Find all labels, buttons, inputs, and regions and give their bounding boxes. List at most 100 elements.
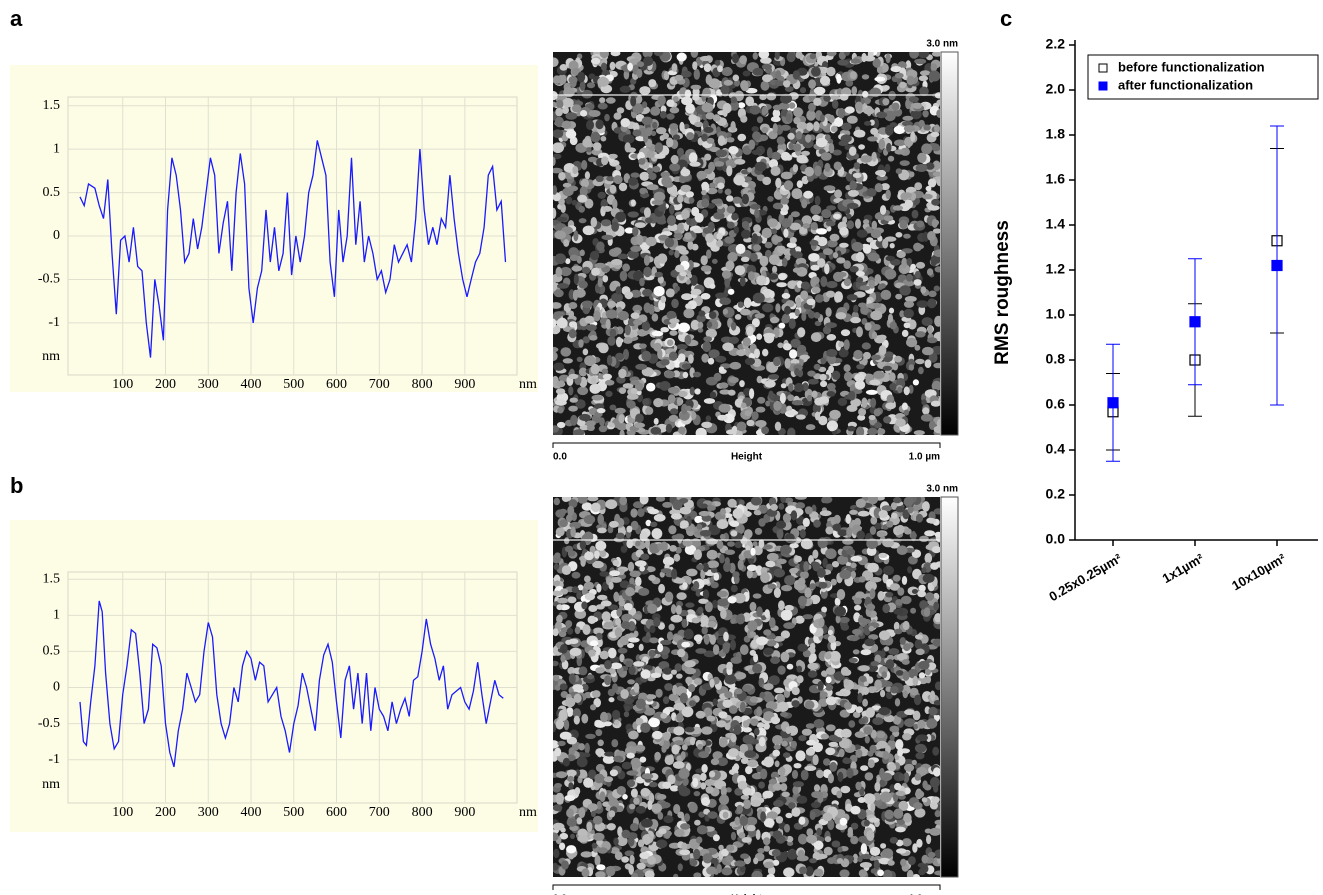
grain xyxy=(627,211,639,218)
grain xyxy=(702,562,709,573)
grain xyxy=(643,255,650,266)
grain xyxy=(880,183,890,191)
grain xyxy=(565,258,571,265)
grain xyxy=(849,180,857,191)
grain xyxy=(756,722,765,729)
grain xyxy=(900,595,912,605)
grain xyxy=(648,781,658,788)
grain xyxy=(934,849,940,858)
grain xyxy=(584,198,594,209)
grain xyxy=(745,767,753,774)
grain xyxy=(784,358,791,369)
grain xyxy=(671,744,680,755)
grain xyxy=(750,203,761,210)
grain xyxy=(618,182,628,192)
grain xyxy=(719,297,731,305)
grain xyxy=(553,142,564,153)
grain xyxy=(628,177,638,186)
grain xyxy=(627,250,639,259)
grain xyxy=(762,74,773,83)
grain xyxy=(670,190,679,197)
grain xyxy=(632,103,644,114)
grain xyxy=(574,609,587,619)
grain xyxy=(820,75,831,86)
grain xyxy=(894,355,903,363)
grain xyxy=(660,639,672,646)
grain xyxy=(643,302,652,314)
grain xyxy=(895,506,905,513)
grain xyxy=(799,354,810,360)
grain xyxy=(828,142,835,154)
grain xyxy=(773,636,785,642)
grain xyxy=(582,624,591,635)
grain xyxy=(725,855,734,863)
afm-image xyxy=(553,497,940,877)
x-tick-label: 700 xyxy=(369,377,390,392)
grain xyxy=(554,552,561,559)
grain xyxy=(673,553,681,562)
grain xyxy=(866,538,878,550)
grain xyxy=(568,405,578,412)
grain xyxy=(727,389,736,396)
grain xyxy=(613,755,624,763)
grain xyxy=(586,324,597,332)
grain xyxy=(639,343,647,349)
grain xyxy=(709,283,716,289)
grain xyxy=(797,849,805,861)
grain xyxy=(616,608,623,617)
grain xyxy=(877,428,886,435)
grain xyxy=(611,221,619,232)
grain xyxy=(932,228,940,234)
grain xyxy=(555,99,564,109)
grain xyxy=(839,817,848,826)
grain xyxy=(624,850,635,857)
grain xyxy=(929,777,940,788)
grain xyxy=(781,292,791,299)
grain xyxy=(889,243,895,249)
grain xyxy=(795,502,806,509)
grain xyxy=(869,846,881,857)
grain xyxy=(760,811,766,822)
grain xyxy=(868,634,879,640)
grain xyxy=(559,683,568,691)
grain xyxy=(568,247,579,258)
grain xyxy=(702,589,710,600)
grain xyxy=(880,689,886,698)
grain xyxy=(721,270,732,279)
grain xyxy=(852,628,862,635)
profile-line xyxy=(79,600,504,768)
grain xyxy=(933,425,940,434)
grain xyxy=(904,709,915,716)
grain xyxy=(779,392,786,404)
grain xyxy=(919,600,928,610)
grain xyxy=(792,785,799,795)
grain xyxy=(901,659,910,665)
grain xyxy=(802,382,809,392)
grain xyxy=(701,726,713,735)
grain xyxy=(708,78,721,89)
grain xyxy=(902,120,913,127)
grain xyxy=(677,863,683,872)
grain xyxy=(914,773,922,781)
grain xyxy=(612,709,621,720)
grain xyxy=(587,497,599,502)
grain xyxy=(619,85,631,93)
grain xyxy=(683,123,690,130)
grain xyxy=(553,207,557,219)
grain xyxy=(584,551,594,561)
grain xyxy=(718,736,728,748)
grain xyxy=(690,319,700,331)
grain xyxy=(809,858,817,864)
grain xyxy=(860,853,872,860)
grain xyxy=(627,642,635,649)
grain xyxy=(680,168,691,177)
grain xyxy=(668,351,678,361)
grain xyxy=(648,649,656,658)
grain xyxy=(629,854,635,865)
grain xyxy=(736,421,747,432)
grain xyxy=(679,498,689,504)
grain xyxy=(576,590,582,600)
grain xyxy=(677,353,686,363)
grain xyxy=(687,240,694,250)
